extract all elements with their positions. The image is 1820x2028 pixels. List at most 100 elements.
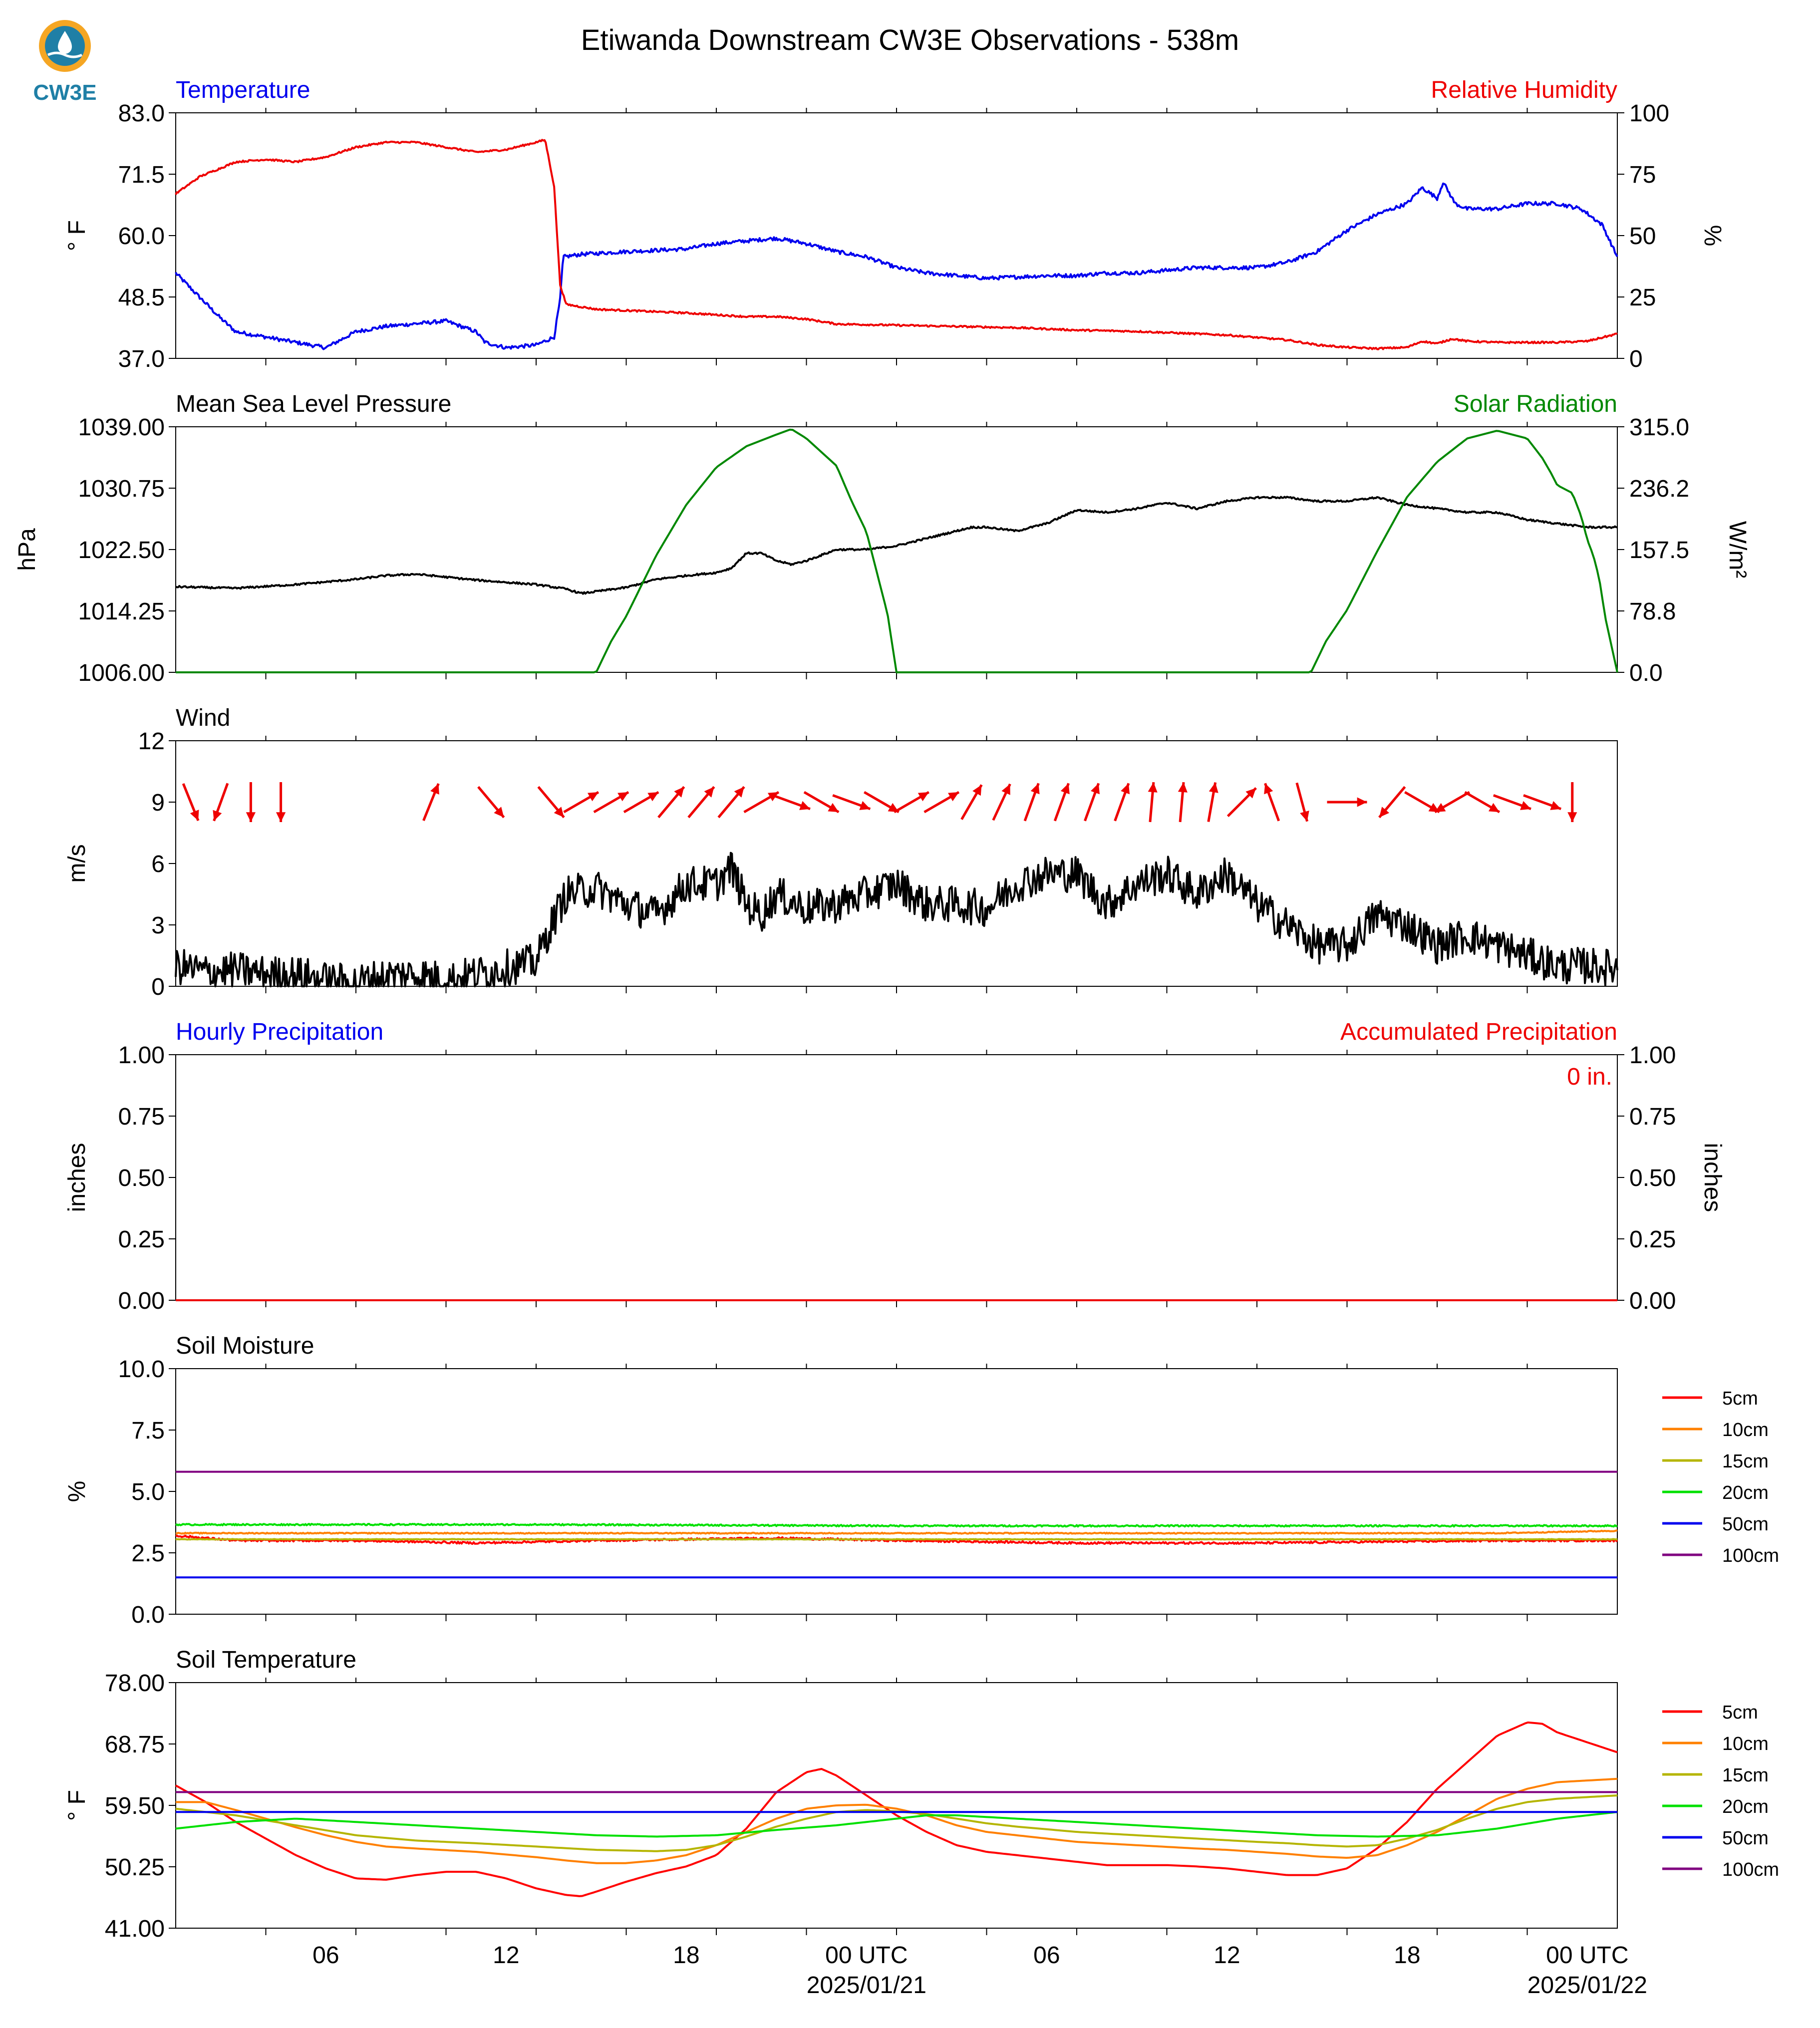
y-tick-label: 12 [138, 728, 165, 755]
panel-title: Mean Sea Level Pressure [176, 391, 451, 417]
wind-arrow-head [588, 792, 599, 802]
wind-arrow-head [1379, 807, 1390, 818]
y-axis-label: ° F [64, 1790, 90, 1821]
wind-arrow [772, 794, 811, 811]
y-tick-label: 60.0 [118, 223, 165, 250]
legend: 5cm 10cm 15cm 20cm 50cm 100cm [1662, 1702, 1779, 1880]
wind-arrow [1327, 797, 1367, 807]
wind-arrow-head [1300, 811, 1309, 822]
y-tick-label-right: 75 [1629, 162, 1656, 188]
y-tick-label: 6 [151, 851, 165, 877]
wind-arrow [246, 782, 256, 822]
wind-arrow [1207, 782, 1218, 822]
wind-arrow [1178, 782, 1188, 823]
wind-arrow-head [1121, 783, 1130, 795]
wind-arrow-head [917, 792, 929, 802]
panel-title-right: Relative Humidity [1431, 77, 1617, 103]
x-tick-label: 18 [673, 1942, 699, 1969]
wind-arrow [1567, 782, 1577, 822]
y-tick-label: 2.5 [131, 1540, 165, 1567]
panel-4: Hourly Precipitation Accumulated Precipit… [64, 1019, 1726, 1314]
y-tick-label: 0.25 [118, 1226, 165, 1253]
y-tick-label: 0 [151, 974, 165, 1000]
wind-arrow [923, 791, 960, 814]
y-tick-label: 59.50 [105, 1793, 165, 1819]
y-tick-label-right: 315.0 [1629, 414, 1689, 441]
series-line [175, 1721, 1618, 1897]
y-tick-label: 1039.00 [78, 414, 165, 441]
y-tick-label-right: 50 [1629, 223, 1656, 250]
panel-title-right: Accumulated Precipitation [1340, 1019, 1617, 1045]
y-tick-label: 0.50 [118, 1165, 165, 1191]
y-tick-label: 37.0 [118, 346, 165, 372]
series-line [175, 182, 1618, 350]
series-line [175, 852, 1618, 987]
series-line [176, 428, 1618, 673]
y-tick-label-right: 1.00 [1629, 1042, 1676, 1069]
wind-arrow-head [859, 801, 871, 810]
x-tick-label: 18 [1394, 1942, 1420, 1969]
wind-arrow [1378, 786, 1406, 819]
series-line [175, 1529, 1618, 1535]
legend-label: 5cm [1722, 1388, 1758, 1409]
wind-arrow [894, 791, 929, 814]
plot-frame [175, 740, 1618, 987]
wind-arrow-head [1001, 784, 1010, 795]
legend-label: 15cm [1722, 1451, 1769, 1472]
wind-arrow-head [734, 787, 744, 798]
series-line [175, 496, 1618, 595]
legend-label: 20cm [1722, 1482, 1769, 1503]
series-line [175, 1811, 1618, 1838]
wind-arrow-head [674, 787, 684, 798]
wind-arrow-head [554, 807, 564, 818]
wind-arrow-head [494, 807, 504, 818]
y-tick-label-right: 78.8 [1629, 598, 1676, 625]
y-tick-label-right: 0 [1629, 346, 1643, 372]
y-tick-label: 1030.75 [78, 476, 165, 502]
wind-arrow-head [430, 783, 439, 795]
legend-label: 100cm [1722, 1545, 1779, 1566]
y-tick-label: 0.75 [118, 1104, 165, 1130]
series-line [175, 1523, 1618, 1528]
panel-title: Wind [176, 705, 230, 731]
y-axis-label-right: % [1699, 225, 1726, 247]
y-tick-label-right: 157.5 [1629, 537, 1689, 564]
x-tick-label: 12 [493, 1942, 519, 1969]
wind-arrow-head [1030, 783, 1040, 795]
wind-arrow [1464, 791, 1501, 814]
wind-arrow [657, 786, 685, 819]
figure-title: Etiwanda Downstream CW3E Observations - … [581, 24, 1239, 56]
legend-label: 10cm [1722, 1420, 1769, 1441]
y-axis-label: inches [64, 1143, 90, 1212]
plot-frame [175, 426, 1618, 673]
wind-arrow [422, 783, 440, 822]
wind-arrow-head [948, 792, 959, 802]
y-axis-label: hPa [14, 528, 40, 571]
series-line [176, 1777, 1618, 1864]
y-tick-label: 1.00 [118, 1042, 165, 1069]
wind-arrow-head [276, 812, 286, 822]
wind-arrow-head [246, 812, 256, 822]
y-tick-label-right: 0.25 [1629, 1226, 1676, 1253]
panel-title: Soil Temperature [176, 1647, 356, 1673]
logo-text: CW3E [33, 80, 96, 105]
wind-arrow [1264, 783, 1280, 822]
y-tick-label: 7.5 [131, 1418, 165, 1444]
wind-arrow [717, 786, 745, 819]
wind-arrow-head [1060, 783, 1070, 795]
wind-arrow-head [647, 792, 659, 802]
wind-arrow [563, 791, 600, 814]
panel-annotation: 0 in. [1567, 1064, 1612, 1090]
legend-label: 50cm [1722, 1514, 1769, 1535]
legend: 5cm 10cm 15cm 20cm 50cm 100cm [1662, 1388, 1779, 1566]
wind-arrow-head [1550, 801, 1561, 810]
panel-title: Hourly Precipitation [176, 1019, 383, 1045]
wind-arrow-head [1435, 803, 1446, 812]
legend-label: 10cm [1722, 1734, 1769, 1754]
y-axis-label-right: W/m² [1724, 521, 1751, 579]
y-tick-label: 9 [151, 790, 165, 816]
wind-arrow [1114, 783, 1130, 822]
panel-1: Temperature Relative Humidity 37.0 48.5 60.0… [64, 77, 1726, 372]
y-tick-label: 1014.25 [78, 598, 165, 625]
legend-label: 50cm [1722, 1828, 1769, 1849]
